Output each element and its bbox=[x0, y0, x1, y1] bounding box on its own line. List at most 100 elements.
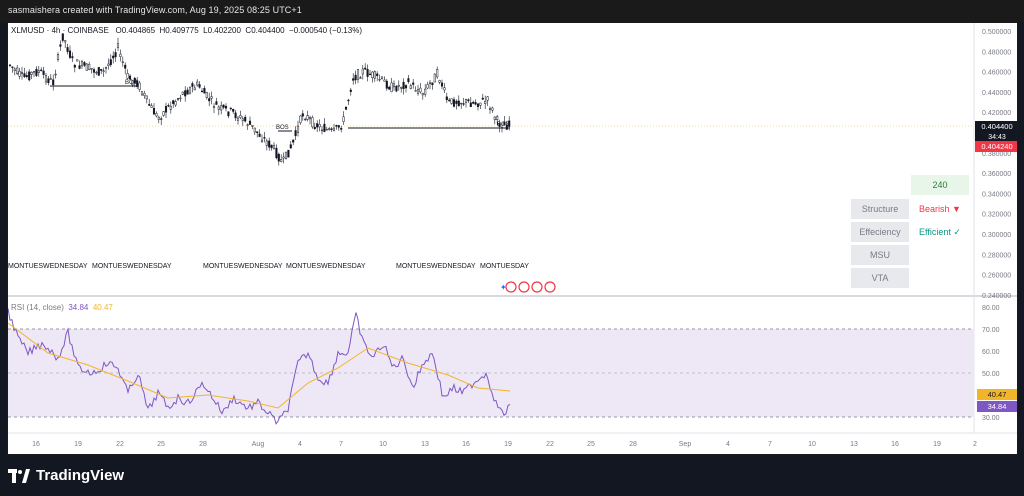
candle-body[interactable] bbox=[486, 96, 489, 101]
candle-body[interactable] bbox=[419, 87, 422, 93]
candle-body[interactable] bbox=[100, 69, 103, 71]
candle-body[interactable] bbox=[308, 117, 312, 120]
candle-body[interactable] bbox=[210, 96, 213, 99]
candle-body[interactable] bbox=[73, 64, 76, 68]
candle-body[interactable] bbox=[469, 102, 472, 108]
candle-body[interactable] bbox=[275, 147, 278, 159]
candle-body[interactable] bbox=[200, 90, 204, 93]
candle-body[interactable] bbox=[78, 65, 81, 69]
candle-body[interactable] bbox=[462, 103, 465, 105]
chart-canvas[interactable]: BOS BOS BOS MONTUESWEDNESDAY MONTUESWEDNE… bbox=[8, 23, 1018, 455]
candle-body[interactable] bbox=[397, 84, 400, 87]
candle-body[interactable] bbox=[128, 75, 132, 80]
candle-body[interactable] bbox=[402, 81, 405, 90]
candle-body[interactable] bbox=[296, 125, 300, 133]
candle-body[interactable] bbox=[479, 102, 482, 106]
candle-body[interactable] bbox=[316, 123, 319, 128]
candle-body[interactable] bbox=[376, 73, 379, 76]
candle-body[interactable] bbox=[320, 129, 324, 132]
candle-body[interactable] bbox=[270, 144, 273, 149]
candle-body[interactable] bbox=[150, 105, 153, 108]
candle-body[interactable] bbox=[364, 67, 367, 70]
candle-body[interactable] bbox=[90, 68, 93, 70]
candle-body[interactable] bbox=[109, 59, 112, 65]
candle-body[interactable] bbox=[35, 68, 38, 76]
candle-body[interactable] bbox=[472, 101, 475, 104]
candle-body[interactable] bbox=[388, 86, 391, 90]
candle-body[interactable] bbox=[301, 113, 304, 117]
candle-body[interactable] bbox=[280, 159, 283, 162]
candle-body[interactable] bbox=[481, 97, 484, 100]
candle-body[interactable] bbox=[256, 131, 259, 133]
candle-body[interactable] bbox=[25, 75, 28, 77]
candle-body[interactable] bbox=[179, 97, 182, 100]
candle-body[interactable] bbox=[116, 43, 120, 48]
candle-body[interactable] bbox=[246, 124, 249, 126]
candle-body[interactable] bbox=[184, 90, 187, 97]
candle-body[interactable] bbox=[457, 100, 460, 107]
candle-body[interactable] bbox=[244, 116, 247, 122]
candle-body[interactable] bbox=[428, 82, 432, 84]
us-flag-icon[interactable] bbox=[505, 281, 517, 293]
candle-body[interactable] bbox=[126, 73, 129, 79]
candle-body[interactable] bbox=[124, 64, 127, 69]
candle-body[interactable] bbox=[390, 82, 393, 93]
candle-body[interactable] bbox=[440, 82, 444, 87]
candle-body[interactable] bbox=[37, 70, 40, 73]
candle-body[interactable] bbox=[104, 66, 108, 69]
candle-body[interactable] bbox=[18, 70, 21, 77]
candle-body[interactable] bbox=[294, 130, 297, 137]
candle-body[interactable] bbox=[164, 106, 168, 113]
candle-body[interactable] bbox=[203, 88, 206, 94]
candle-body[interactable] bbox=[162, 111, 165, 116]
candle-body[interactable] bbox=[493, 116, 496, 121]
candle-body[interactable] bbox=[392, 83, 396, 88]
candle-body[interactable] bbox=[97, 67, 100, 76]
candle-body[interactable] bbox=[436, 69, 439, 78]
candle-body[interactable] bbox=[474, 102, 477, 105]
candle-body[interactable] bbox=[174, 101, 177, 106]
candle-body[interactable] bbox=[306, 115, 309, 120]
candle-body[interactable] bbox=[234, 112, 237, 119]
candle-body[interactable] bbox=[196, 81, 199, 86]
candle-body[interactable] bbox=[107, 63, 110, 66]
candle-body[interactable] bbox=[416, 89, 420, 94]
candle-body[interactable] bbox=[508, 120, 511, 127]
candle-body[interactable] bbox=[66, 47, 69, 52]
candle-body[interactable] bbox=[32, 71, 36, 73]
candle-body[interactable] bbox=[368, 73, 372, 76]
candle-body[interactable] bbox=[193, 87, 196, 91]
candle-body[interactable] bbox=[455, 100, 458, 104]
candle-body[interactable] bbox=[186, 89, 189, 95]
candle-body[interactable] bbox=[198, 84, 201, 88]
candle-body[interactable] bbox=[445, 96, 448, 101]
candle-body[interactable] bbox=[253, 127, 256, 133]
candle-body[interactable] bbox=[248, 120, 252, 125]
candle-body[interactable] bbox=[71, 56, 74, 59]
candle-body[interactable] bbox=[431, 82, 434, 86]
time-axis[interactable]: 16 19 22 25 28 Aug 4 7 10 13 16 19 22 25 28 Sep 4 7 10 13 16… bbox=[32, 441, 977, 448]
candle-body[interactable] bbox=[131, 80, 134, 86]
candle-body[interactable] bbox=[112, 55, 115, 59]
candle-body[interactable] bbox=[258, 133, 261, 137]
candle-body[interactable] bbox=[133, 77, 136, 84]
candle-body[interactable] bbox=[44, 75, 48, 83]
candle-body[interactable] bbox=[352, 78, 355, 81]
candle-body[interactable] bbox=[268, 140, 271, 148]
candle-body[interactable] bbox=[148, 104, 151, 106]
candlestick-series[interactable] bbox=[8, 33, 511, 166]
candle-body[interactable] bbox=[20, 72, 24, 75]
candle-body[interactable] bbox=[205, 92, 208, 98]
candle-body[interactable] bbox=[40, 69, 43, 72]
us-flag-icon[interactable] bbox=[544, 281, 556, 293]
candle-body[interactable] bbox=[380, 76, 384, 79]
candle-body[interactable] bbox=[30, 72, 33, 75]
candle-body[interactable] bbox=[496, 116, 499, 120]
candle-body[interactable] bbox=[340, 127, 343, 130]
candle-body[interactable] bbox=[172, 100, 175, 104]
candle-body[interactable] bbox=[505, 124, 508, 130]
candle-body[interactable] bbox=[378, 78, 381, 81]
candle-body[interactable] bbox=[448, 99, 451, 102]
candle-body[interactable] bbox=[239, 115, 242, 118]
candle-body[interactable] bbox=[467, 99, 470, 102]
